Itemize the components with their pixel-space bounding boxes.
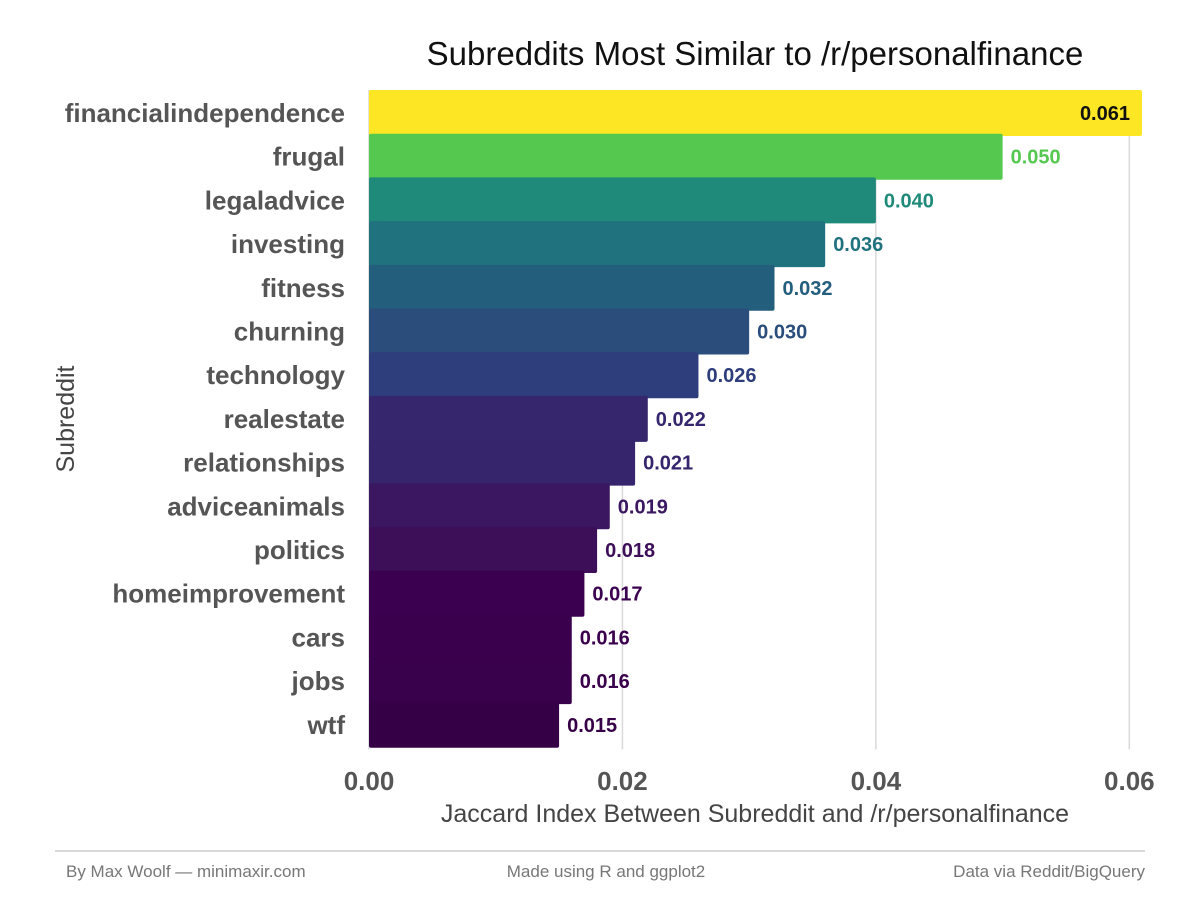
category-labels: financialindependence frugal legaladvice in… — [65, 98, 346, 740]
category-label-adviceanimals: adviceanimals — [167, 491, 345, 521]
bar-churning — [369, 308, 750, 355]
footer-tool: Made using R and ggplot2 — [507, 862, 705, 881]
category-label-investing: investing — [231, 229, 345, 259]
bar-relationships — [369, 439, 636, 486]
footer-credit: By Max Woolf — minimaxir.com — [66, 862, 306, 881]
bar-wtf — [369, 701, 560, 748]
value-label-investing: 0.036 — [833, 234, 883, 256]
bars — [369, 90, 1142, 748]
x-tick-label-1: 0.02 — [597, 766, 648, 796]
category-label-politics: politics — [254, 535, 345, 565]
value-label-legaladvice: 0.040 — [884, 190, 934, 212]
value-label-jobs: 0.016 — [580, 671, 630, 693]
bar-jobs — [369, 658, 572, 705]
category-label-technology: technology — [206, 360, 345, 390]
value-label-cars: 0.016 — [580, 627, 630, 649]
chart-title: Subreddits Most Similar to /r/personalfi… — [427, 35, 1084, 72]
x-tick-label-2: 0.04 — [851, 766, 902, 796]
x-axis-title: Jaccard Index Between Subreddit and /r/p… — [441, 800, 1069, 828]
value-label-financialindependence: 0.061 — [1080, 103, 1130, 125]
value-label-frugal: 0.050 — [1011, 147, 1061, 169]
bar-technology — [369, 352, 699, 399]
value-label-relationships: 0.021 — [643, 453, 693, 475]
bar-fitness — [369, 264, 775, 311]
bar-realestate — [369, 395, 648, 442]
bar-politics — [369, 527, 598, 573]
value-label-technology: 0.026 — [706, 365, 756, 387]
category-label-legaladvice: legaladvice — [205, 185, 345, 215]
category-label-fitness: fitness — [261, 273, 345, 303]
bar-adviceanimals — [369, 483, 610, 530]
category-label-frugal: frugal — [273, 142, 345, 172]
category-label-wtf: wtf — [306, 710, 345, 740]
category-label-relationships: relationships — [183, 448, 345, 478]
bar-frugal — [369, 133, 1003, 180]
bar-homeimprovement — [369, 570, 585, 617]
bar-financialindependence — [369, 90, 1142, 136]
value-label-fitness: 0.032 — [783, 278, 833, 300]
x-tick-label-0: 0.00 — [344, 766, 395, 796]
bar-legaladvice — [369, 177, 876, 224]
category-label-churning: churning — [234, 317, 345, 347]
y-axis-title: Subreddit — [52, 365, 80, 472]
category-label-realestate: realestate — [224, 404, 345, 434]
footer-source: Data via Reddit/BigQuery — [953, 862, 1145, 881]
category-label-cars: cars — [292, 622, 346, 652]
value-label-wtf: 0.015 — [567, 715, 617, 737]
x-tick-labels: 0.00 0.02 0.04 0.06 — [344, 766, 1155, 796]
category-label-homeimprovement: homeimprovement — [112, 579, 345, 609]
bar-cars — [369, 614, 572, 661]
value-label-realestate: 0.022 — [656, 409, 706, 431]
value-label-churning: 0.030 — [757, 322, 807, 344]
bar-investing — [369, 221, 826, 268]
category-label-financialindependence: financialindependence — [65, 98, 345, 128]
value-label-politics: 0.018 — [605, 540, 655, 562]
x-tick-label-3: 0.06 — [1104, 766, 1155, 796]
category-label-jobs: jobs — [291, 666, 345, 696]
value-label-adviceanimals: 0.019 — [618, 496, 668, 518]
value-label-homeimprovement: 0.017 — [592, 584, 642, 606]
